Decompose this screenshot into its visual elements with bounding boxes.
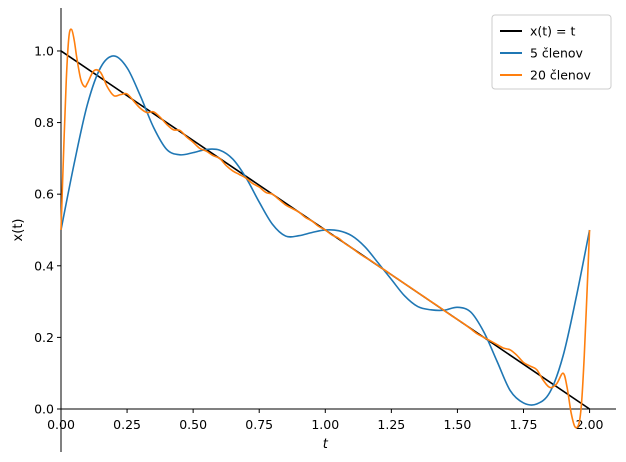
y-tick-label: 0.0 (34, 402, 54, 417)
legend-box (491, 14, 612, 90)
y-tick-label: 0.6 (34, 187, 54, 202)
axis-labels: t x(t) (11, 219, 329, 452)
y-axis-label: x(t) (11, 219, 26, 242)
legend-label: 5 členov (530, 46, 584, 61)
series-line-20-terms (60, 28, 591, 429)
series-group (60, 28, 591, 429)
x-tick-label: 0.75 (245, 417, 273, 432)
x-tick-label: 1.75 (510, 417, 538, 432)
x-tick-label: 0.25 (113, 417, 141, 432)
legend-label: x(t) = t (530, 24, 575, 39)
legend: x(t) = t 5 členov 20 členov (491, 14, 612, 90)
legend-label: 20 členov (530, 68, 591, 83)
x-axis-label: t (323, 437, 329, 452)
x-tick-label: 1.50 (444, 417, 472, 432)
x-tick-label: 1.25 (377, 417, 405, 432)
x-tick-label: 0.00 (47, 417, 75, 432)
x-tick-label: 1.00 (311, 417, 339, 432)
axes: 0.00 0.25 0.50 0.75 1.00 1.25 1.50 1.75 2.00 0.0 0… (34, 8, 616, 452)
y-tick-label: 0.2 (34, 330, 54, 345)
x-tick-label: 2.00 (576, 417, 604, 432)
x-tick-label: 0.50 (179, 417, 207, 432)
y-tick-label: 0.4 (34, 258, 54, 273)
y-tick-label: 1.0 (34, 43, 54, 58)
y-tick-label: 0.8 (34, 115, 54, 130)
